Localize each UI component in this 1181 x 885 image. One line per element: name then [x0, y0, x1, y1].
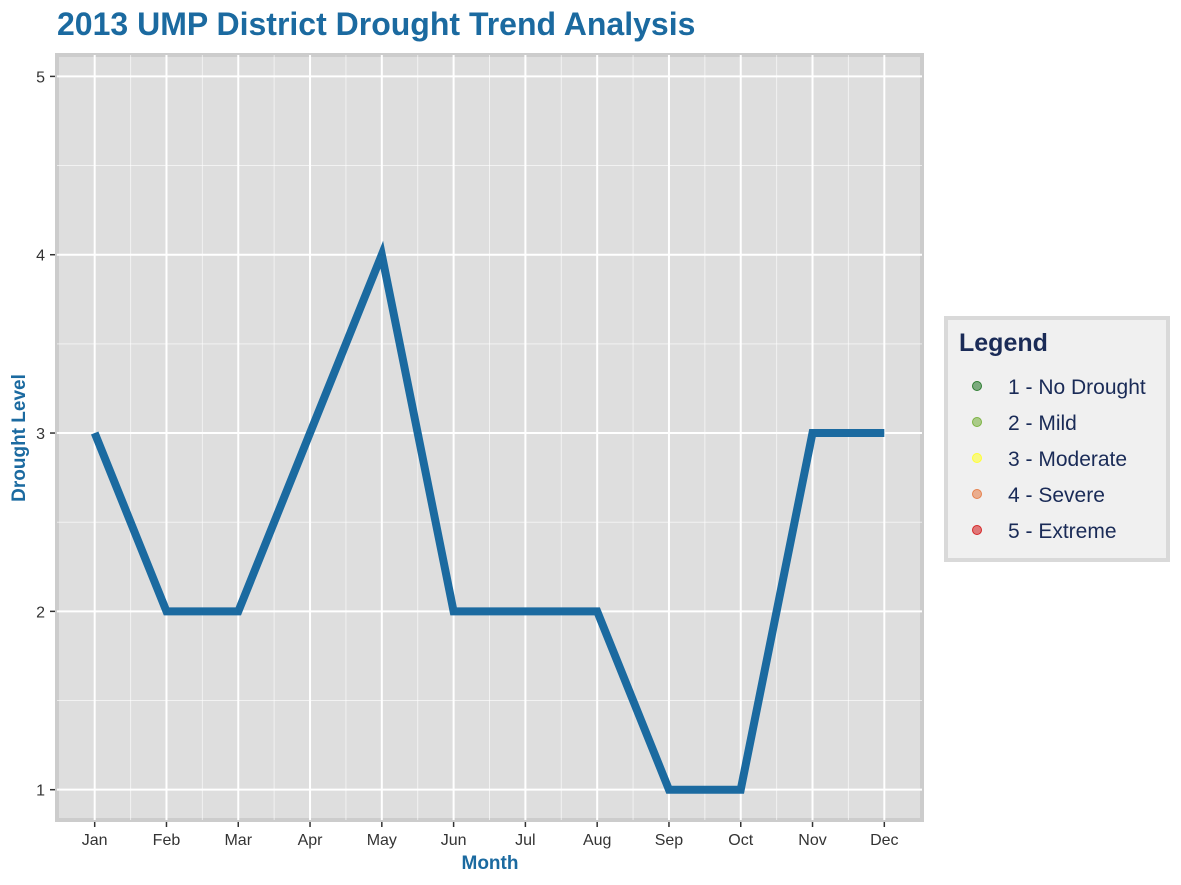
x-tick-label: Feb — [153, 832, 181, 849]
y-tick-label: 2 — [36, 604, 45, 621]
x-axis: Jan Feb Mar Apr May Jun Jul Aug Sep Oct Nov Dec — [82, 822, 899, 849]
legend-label: 3 - Moderate — [1008, 448, 1127, 471]
y-tick-label: 3 — [36, 426, 45, 443]
x-tick-label: Nov — [798, 832, 826, 849]
x-tick-label: Mar — [224, 832, 252, 849]
x-tick-label: Jun — [441, 832, 467, 849]
x-tick-label: Oct — [728, 832, 753, 849]
legend-title: Legend — [959, 329, 1048, 357]
y-tick-label: 5 — [36, 69, 45, 86]
chart-title: 2013 UMP District Drought Trend Analysis — [57, 6, 695, 42]
minor-gridlines — [57, 55, 922, 820]
legend-box — [944, 316, 1170, 562]
x-axis-title: Month — [462, 853, 519, 874]
legend-label: 1 - No Drought — [1008, 376, 1146, 399]
x-tick-label: Apr — [298, 832, 324, 849]
series-line — [90, 240, 885, 794]
legend-label: 5 - Extreme — [1008, 520, 1117, 543]
y-axis-title: Drought Level — [9, 374, 30, 502]
y-tick-label: 4 — [36, 248, 45, 265]
x-tick-label: Jul — [515, 832, 535, 849]
x-tick-label: May — [367, 832, 397, 849]
y-axis: 1 2 3 4 5 — [36, 69, 55, 800]
legend-swatch — [972, 489, 982, 499]
y-tick-label: 1 — [36, 783, 45, 800]
legend-label: 4 - Severe — [1008, 484, 1105, 507]
series-layer — [90, 240, 885, 794]
x-tick-label: Sep — [655, 832, 684, 849]
legend-swatch — [972, 525, 982, 535]
legend-swatch — [972, 453, 982, 463]
legend-swatch — [972, 417, 982, 427]
x-tick-label: Jan — [82, 832, 108, 849]
legend: Legend 1 - No Drought 2 - Mild 3 - Moderat… — [944, 316, 1170, 562]
legend-items: 1 - No Drought 2 - Mild 3 - Moderate 4 - Se… — [972, 376, 1146, 543]
legend-swatch — [972, 381, 982, 391]
x-tick-label: Dec — [870, 832, 898, 849]
legend-label: 2 - Mild — [1008, 412, 1077, 435]
x-tick-label: Aug — [583, 832, 611, 849]
